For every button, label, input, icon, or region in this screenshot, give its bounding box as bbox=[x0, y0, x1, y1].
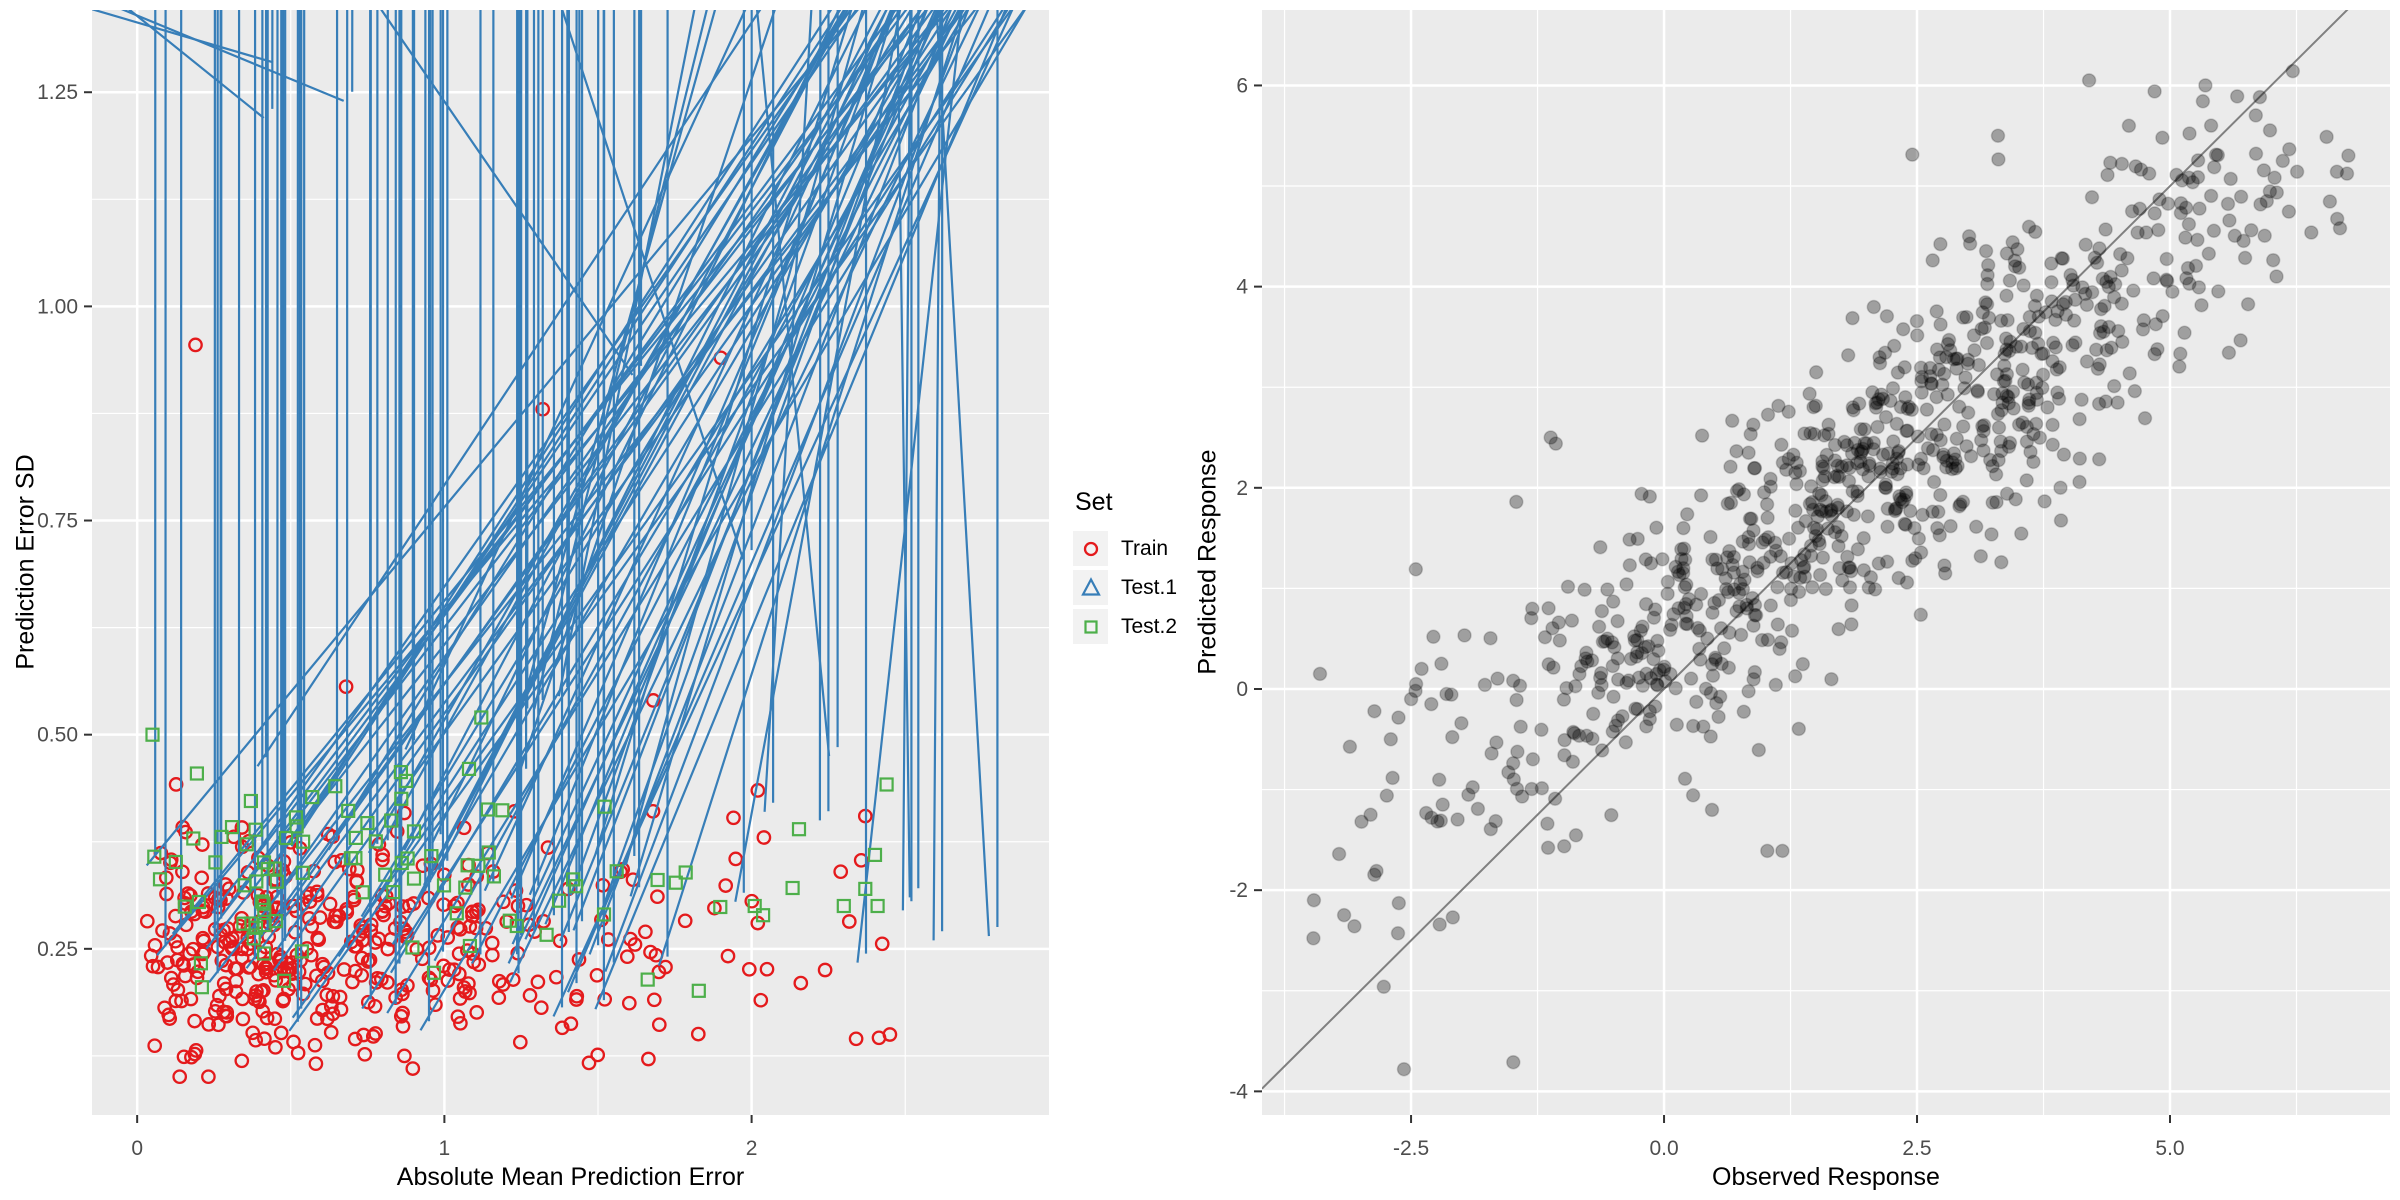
train-circle-icon bbox=[1083, 541, 1098, 556]
right-y-axis-title: Predicted Response bbox=[1193, 449, 1222, 675]
legend-item-test2: Test.2 bbox=[1073, 609, 1177, 644]
y-tick-label: 0.50 bbox=[37, 724, 78, 747]
test1-triangle-icon bbox=[1080, 576, 1101, 596]
y-tick-label: 0.75 bbox=[37, 510, 78, 533]
legend-label-train: Train bbox=[1121, 536, 1169, 560]
y-tick-label: 0 bbox=[1236, 678, 1248, 701]
y-tick-label: 1.00 bbox=[37, 295, 78, 318]
left-y-axis-title: Prediction Error SD bbox=[11, 454, 40, 670]
y-tick-label: -4 bbox=[1229, 1080, 1248, 1103]
legend-title: Set bbox=[1075, 488, 1113, 516]
right-x-axis-title: Observed Response bbox=[1712, 1163, 1940, 1191]
y-tick-label: 4 bbox=[1236, 276, 1248, 299]
panel-1: -2.5 0.0 2.5 5.0 -4 -2 0 2 4 6 bbox=[1229, 10, 2390, 1160]
y-tick-label: -2 bbox=[1229, 879, 1248, 902]
x-tick-label: -2.5 bbox=[1393, 1137, 1429, 1160]
x-tick-label: 2 bbox=[746, 1137, 758, 1160]
x-tick-label: 0.0 bbox=[1649, 1137, 1678, 1160]
y-tick-label: 2 bbox=[1236, 477, 1248, 500]
y-tick-label: 6 bbox=[1236, 74, 1248, 97]
legend-label-test2: Test.2 bbox=[1121, 614, 1178, 638]
x-tick-label: 1 bbox=[439, 1137, 451, 1160]
legend-key-test2 bbox=[1073, 609, 1108, 644]
legend-key-train bbox=[1073, 531, 1108, 566]
y-tick-label: 1.25 bbox=[37, 81, 78, 104]
y-tick-label: 0.25 bbox=[37, 938, 78, 961]
x-tick-label: 0 bbox=[131, 1137, 143, 1160]
legend-item-train: Train bbox=[1073, 531, 1177, 566]
panel-0: 0 1 2 0.25 0.50 0.75 1.00 1.25 bbox=[37, 10, 1049, 1160]
legend-label-test1: Test.1 bbox=[1121, 575, 1178, 599]
test2-square-icon bbox=[1083, 619, 1098, 634]
x-tick-label: 2.5 bbox=[1902, 1137, 1931, 1160]
legend-item-test1: Test.1 bbox=[1073, 570, 1177, 605]
legend-key-test1 bbox=[1073, 570, 1108, 605]
left-x-axis-title: Absolute Mean Prediction Error bbox=[396, 1163, 745, 1191]
x-tick-label: 5.0 bbox=[2155, 1137, 2184, 1160]
legend: Set Train Test.1 Test.2 bbox=[1073, 488, 1177, 648]
